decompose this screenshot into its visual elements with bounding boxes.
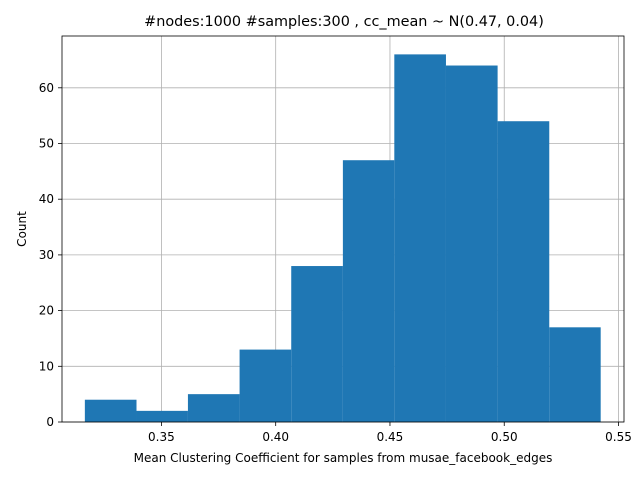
histogram-bar (342, 160, 395, 422)
y-tick-label: 10 (39, 359, 54, 373)
histogram-bar (84, 399, 137, 422)
x-tick-label: 0.50 (491, 430, 518, 444)
y-axis-ticks: 0 10 20 30 40 50 60 (39, 81, 62, 429)
histogram-bar (394, 54, 446, 422)
x-axis-label: Mean Clustering Coefficient for samples … (134, 451, 553, 465)
histogram-bar (187, 394, 240, 422)
histogram-bar (445, 65, 498, 422)
y-tick-label: 0 (46, 415, 54, 429)
histogram-bar (291, 266, 343, 422)
histogram-bar (136, 410, 188, 422)
histogram-bars (84, 54, 601, 423)
y-tick-label: 50 (39, 137, 54, 151)
y-axis-label: Count (15, 211, 29, 247)
histogram-bar (549, 327, 601, 422)
x-tick-label: 0.45 (377, 430, 404, 444)
histogram-bar (239, 349, 292, 422)
y-tick-label: 40 (39, 192, 54, 206)
x-tick-label: 0.40 (262, 430, 289, 444)
x-tick-label: 0.35 (148, 430, 175, 444)
histogram-bar (497, 121, 550, 423)
y-tick-label: 60 (39, 81, 54, 95)
x-axis-ticks: 0.35 0.40 0.45 0.50 0.55 (148, 422, 632, 444)
y-tick-label: 30 (39, 248, 54, 262)
y-tick-label: 20 (39, 304, 54, 318)
chart-title: #nodes:1000 #samples:300 , cc_mean ~ N(0… (144, 14, 544, 30)
x-tick-label: 0.55 (605, 430, 632, 444)
plot-frame (61, 35, 625, 423)
